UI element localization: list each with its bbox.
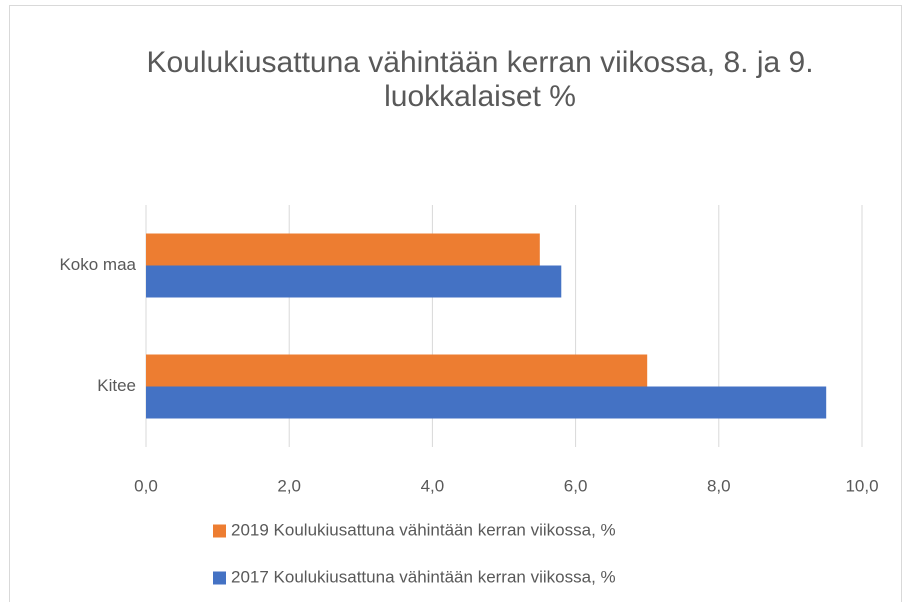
x-tick-label: 6,0 [564,476,588,495]
x-tick-label: 10,0 [845,476,878,495]
y-tick-label: Koko maa [59,255,136,274]
bar [146,233,540,266]
x-tick-label: 8,0 [707,476,731,495]
legend-label: 2019 Koulukiusattuna vähintään kerran vi… [231,520,616,539]
legend-swatch [213,571,226,585]
legend-label: 2017 Koulukiusattuna vähintään kerran vi… [231,567,616,586]
x-tick-label: 4,0 [421,476,445,495]
chart-frame [9,5,902,602]
legend-swatch [213,524,226,538]
y-tick-label: Kitee [97,376,136,395]
bar [146,354,648,387]
x-tick-label: 2,0 [277,476,301,495]
bar [146,265,562,298]
bar [146,386,827,419]
x-tick-label: 0,0 [134,476,158,495]
chart-title: Koulukiusattuna vähintään kerran viikoss… [146,46,814,113]
